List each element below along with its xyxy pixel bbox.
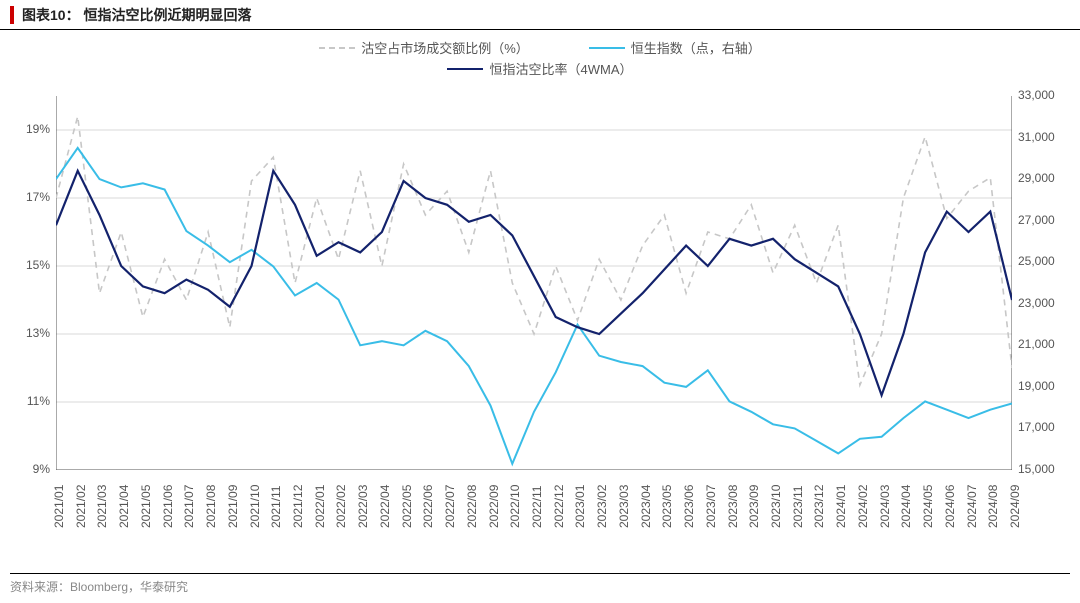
y-left-tick-label: 13% — [16, 326, 50, 340]
title-bar: 图表10： 恒指沽空比例近期明显回落 — [0, 0, 1080, 30]
y-left-tick-label: 11% — [16, 394, 50, 408]
x-tick-label: 2021/01 — [52, 485, 66, 528]
x-tick-label: 2023/04 — [639, 485, 653, 528]
x-tick-label: 2023/11 — [791, 486, 805, 529]
legend-label: 恒指沽空比率（4WMA） — [489, 59, 632, 78]
x-tick-label: 2021/12 — [291, 485, 305, 528]
x-tick-label: 2021/03 — [95, 485, 109, 528]
legend-swatch-icon — [319, 47, 355, 49]
x-tick-label: 2024/04 — [899, 485, 913, 528]
y-left-tick-label: 9% — [16, 462, 50, 476]
x-tick-label: 2024/09 — [1008, 485, 1022, 528]
x-tick-label: 2023/01 — [573, 485, 587, 528]
x-tick-label: 2022/02 — [334, 485, 348, 528]
y-right-tick-label: 25,000 — [1018, 254, 1055, 268]
legend-item-short-ratio: 沽空占市场成交额比例（%） — [319, 38, 529, 57]
x-tick-label: 2021/06 — [161, 485, 175, 528]
chart-title: 图表10： 恒指沽空比例近期明显回落 — [22, 5, 251, 25]
chart-figure: 图表10： 恒指沽空比例近期明显回落 沽空占市场成交额比例（%） 恒生指数（点，… — [0, 0, 1080, 603]
x-tick-label: 2022/03 — [356, 485, 370, 528]
x-tick-label: 2021/02 — [74, 485, 88, 528]
title-accent-bar — [10, 6, 14, 24]
x-tick-label: 2022/06 — [421, 485, 435, 528]
x-tick-label: 2023/12 — [812, 485, 826, 528]
y-right-tick-label: 31,000 — [1018, 130, 1055, 144]
x-tick-label: 2024/06 — [943, 485, 957, 528]
y-left-tick-label: 15% — [16, 258, 50, 272]
x-tick-label: 2024/08 — [986, 485, 1000, 528]
x-tick-label: 2021/08 — [204, 485, 218, 528]
plot-area — [56, 96, 1012, 470]
x-tick-label: 2022/04 — [378, 485, 392, 528]
legend-label: 恒生指数（点，右轴） — [631, 38, 761, 57]
legend-row-1: 沽空占市场成交额比例（%） 恒生指数（点，右轴） — [0, 30, 1080, 59]
y-right-tick-label: 27,000 — [1018, 213, 1055, 227]
legend-item-hsi: 恒生指数（点，右轴） — [589, 38, 761, 57]
x-tick-label: 2022/09 — [487, 485, 501, 528]
x-tick-label: 2023/03 — [617, 485, 631, 528]
x-tick-label: 2022/11 — [530, 486, 544, 529]
x-tick-label: 2024/05 — [921, 485, 935, 528]
y-right-tick-label: 15,000 — [1018, 462, 1055, 476]
y-left-tick-label: 17% — [16, 190, 50, 204]
x-tick-label: 2021/10 — [248, 485, 262, 528]
chart-svg — [56, 96, 1012, 470]
x-tick-label: 2022/05 — [400, 485, 414, 528]
legend-label: 沽空占市场成交额比例（%） — [361, 38, 529, 57]
x-tick-label: 2024/07 — [965, 485, 979, 528]
x-tick-label: 2024/01 — [834, 485, 848, 528]
y-left-tick-label: 19% — [16, 122, 50, 136]
x-tick-label: 2024/02 — [856, 485, 870, 528]
y-right-tick-label: 21,000 — [1018, 337, 1055, 351]
legend-swatch-icon — [589, 47, 625, 49]
y-right-tick-label: 19,000 — [1018, 379, 1055, 393]
x-tick-label: 2023/02 — [595, 485, 609, 528]
x-tick-label: 2021/04 — [117, 485, 131, 528]
y-right-tick-label: 33,000 — [1018, 88, 1055, 102]
x-tick-label: 2023/08 — [726, 485, 740, 528]
x-tick-label: 2024/03 — [878, 485, 892, 528]
x-tick-label: 2023/06 — [682, 485, 696, 528]
x-tick-label: 2021/09 — [226, 485, 240, 528]
x-tick-label: 2023/07 — [704, 485, 718, 528]
legend-item-4wma: 恒指沽空比率（4WMA） — [447, 59, 632, 78]
legend-row-2: 恒指沽空比率（4WMA） — [0, 59, 1080, 82]
legend-swatch-icon — [447, 68, 483, 70]
y-right-tick-label: 17,000 — [1018, 420, 1055, 434]
x-tick-label: 2021/07 — [182, 485, 196, 528]
x-tick-label: 2021/11 — [269, 486, 283, 529]
x-tick-label: 2021/05 — [139, 485, 153, 528]
x-tick-label: 2023/10 — [769, 485, 783, 528]
x-tick-label: 2023/09 — [747, 485, 761, 528]
y-right-tick-label: 29,000 — [1018, 171, 1055, 185]
x-tick-label: 2022/07 — [443, 485, 457, 528]
x-tick-label: 2022/10 — [508, 485, 522, 528]
x-tick-label: 2022/01 — [313, 485, 327, 528]
y-right-tick-label: 23,000 — [1018, 296, 1055, 310]
x-tick-label: 2022/08 — [465, 485, 479, 528]
x-tick-label: 2023/05 — [660, 485, 674, 528]
x-tick-label: 2022/12 — [552, 485, 566, 528]
source-footer: 资料来源：Bloomberg，华泰研究 — [10, 573, 1070, 595]
